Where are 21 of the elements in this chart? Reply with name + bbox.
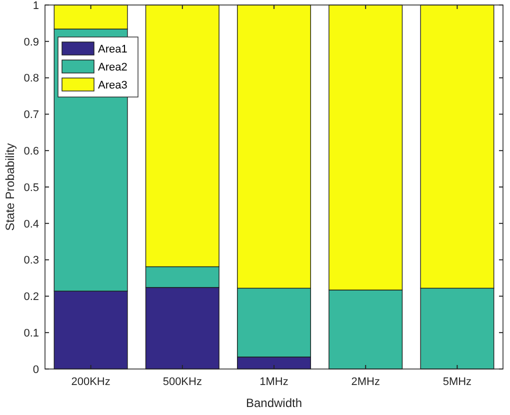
legend-label: Area3	[98, 79, 128, 92]
y-axis-title: State Probability	[3, 143, 17, 231]
y-tick-label: 0.6	[24, 145, 39, 158]
y-tick-label: 0	[32, 364, 39, 376]
y-tick-label: 0.8	[24, 72, 39, 85]
y-tick-label: 0.9	[24, 36, 39, 48]
y-tick-label: 0.1	[24, 327, 39, 340]
y-tick-label: 0.5	[24, 182, 39, 194]
y-tick-label: 0.4	[24, 218, 39, 230]
x-tick-label: 200KHz	[71, 376, 110, 388]
x-tick-label: 2MHz	[351, 376, 380, 388]
x-tick-label: 500KHz	[162, 376, 202, 388]
x-tick-label: 5MHz	[442, 376, 472, 388]
y-tick-label: 1	[32, 0, 39, 12]
x-tick-label: 1MHz	[260, 376, 288, 388]
y-tick-label: 0.3	[24, 254, 39, 267]
x-axis-title: Bandwidth	[246, 396, 302, 410]
legend-label: Area2	[98, 61, 128, 74]
legend-label: Area1	[98, 43, 128, 56]
y-tick-label: 0.2	[24, 291, 39, 304]
y-tick-label: 0.7	[24, 109, 39, 122]
